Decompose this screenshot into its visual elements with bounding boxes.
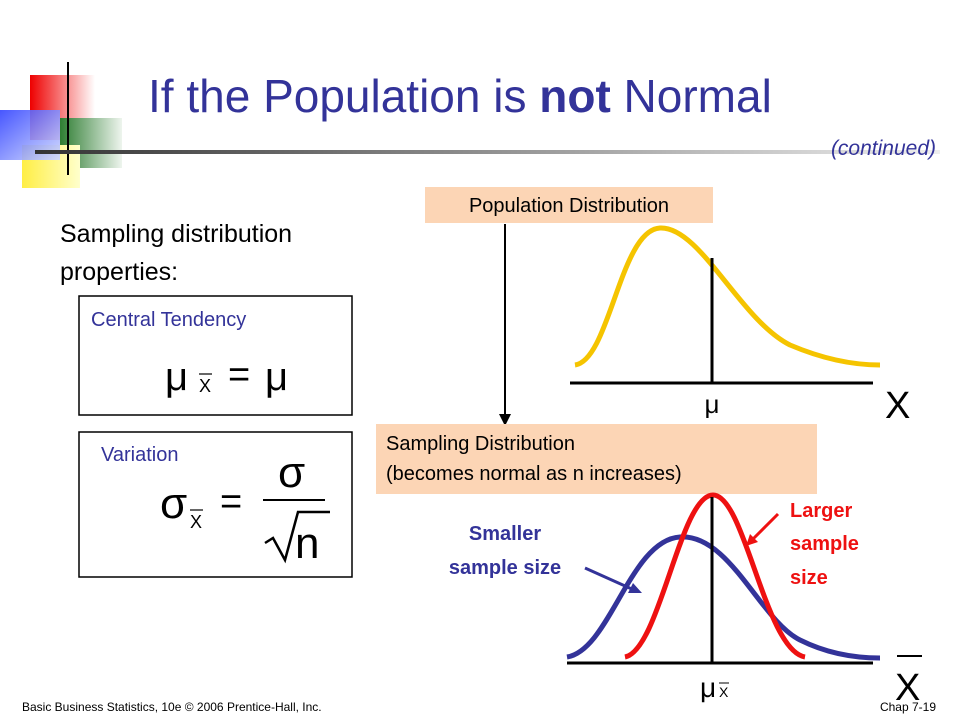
larger-label: sample <box>790 533 859 555</box>
population-label: Population Distribution <box>469 195 669 217</box>
larger-curve <box>624 492 806 660</box>
variation-label: Variation <box>101 444 178 466</box>
central-box <box>78 295 353 416</box>
formula-eq: = <box>220 481 242 523</box>
footer-left: Basic Business Statistics, 10e © 2006 Pr… <box>22 700 322 714</box>
sampling-label: (becomes normal as n increases) <box>386 463 682 485</box>
formula-sub: X <box>199 376 211 396</box>
sqrt-sign <box>264 510 330 564</box>
formula-symbol: μ <box>165 355 188 399</box>
heading: Sampling distribution <box>60 220 292 248</box>
logo <box>0 62 122 188</box>
formula-symbol: n <box>295 519 319 568</box>
population-curve <box>574 225 881 368</box>
mu-label: μ <box>700 672 716 703</box>
larger-label: Larger <box>790 500 852 522</box>
axis-label: X <box>895 667 920 709</box>
label-box <box>376 424 817 494</box>
title: If the Population is not Normal <box>148 70 772 122</box>
larger-label: size <box>790 567 828 589</box>
title-rule <box>35 150 940 154</box>
axis-label: X <box>885 385 910 427</box>
smaller-curve <box>566 534 881 661</box>
label-box <box>425 187 713 223</box>
formula-symbol: σ <box>278 448 305 497</box>
footer-right: Chap 7-19 <box>880 700 936 714</box>
mu-label: μ <box>705 389 720 419</box>
heading: properties: <box>60 258 178 286</box>
formula-eq: = <box>228 354 250 396</box>
continued: (continued) <box>831 137 936 160</box>
variation-box <box>78 431 353 578</box>
mu-sub: X <box>719 684 729 700</box>
smaller-label: sample size <box>449 557 561 579</box>
formula-sub: X <box>190 512 202 532</box>
smaller-label: Smaller <box>469 523 541 545</box>
formula-symbol: σ <box>160 479 187 528</box>
sampling-label: Sampling Distribution <box>386 433 575 455</box>
central-label: Central Tendency <box>91 309 246 331</box>
formula-symbol: μ <box>265 355 288 399</box>
